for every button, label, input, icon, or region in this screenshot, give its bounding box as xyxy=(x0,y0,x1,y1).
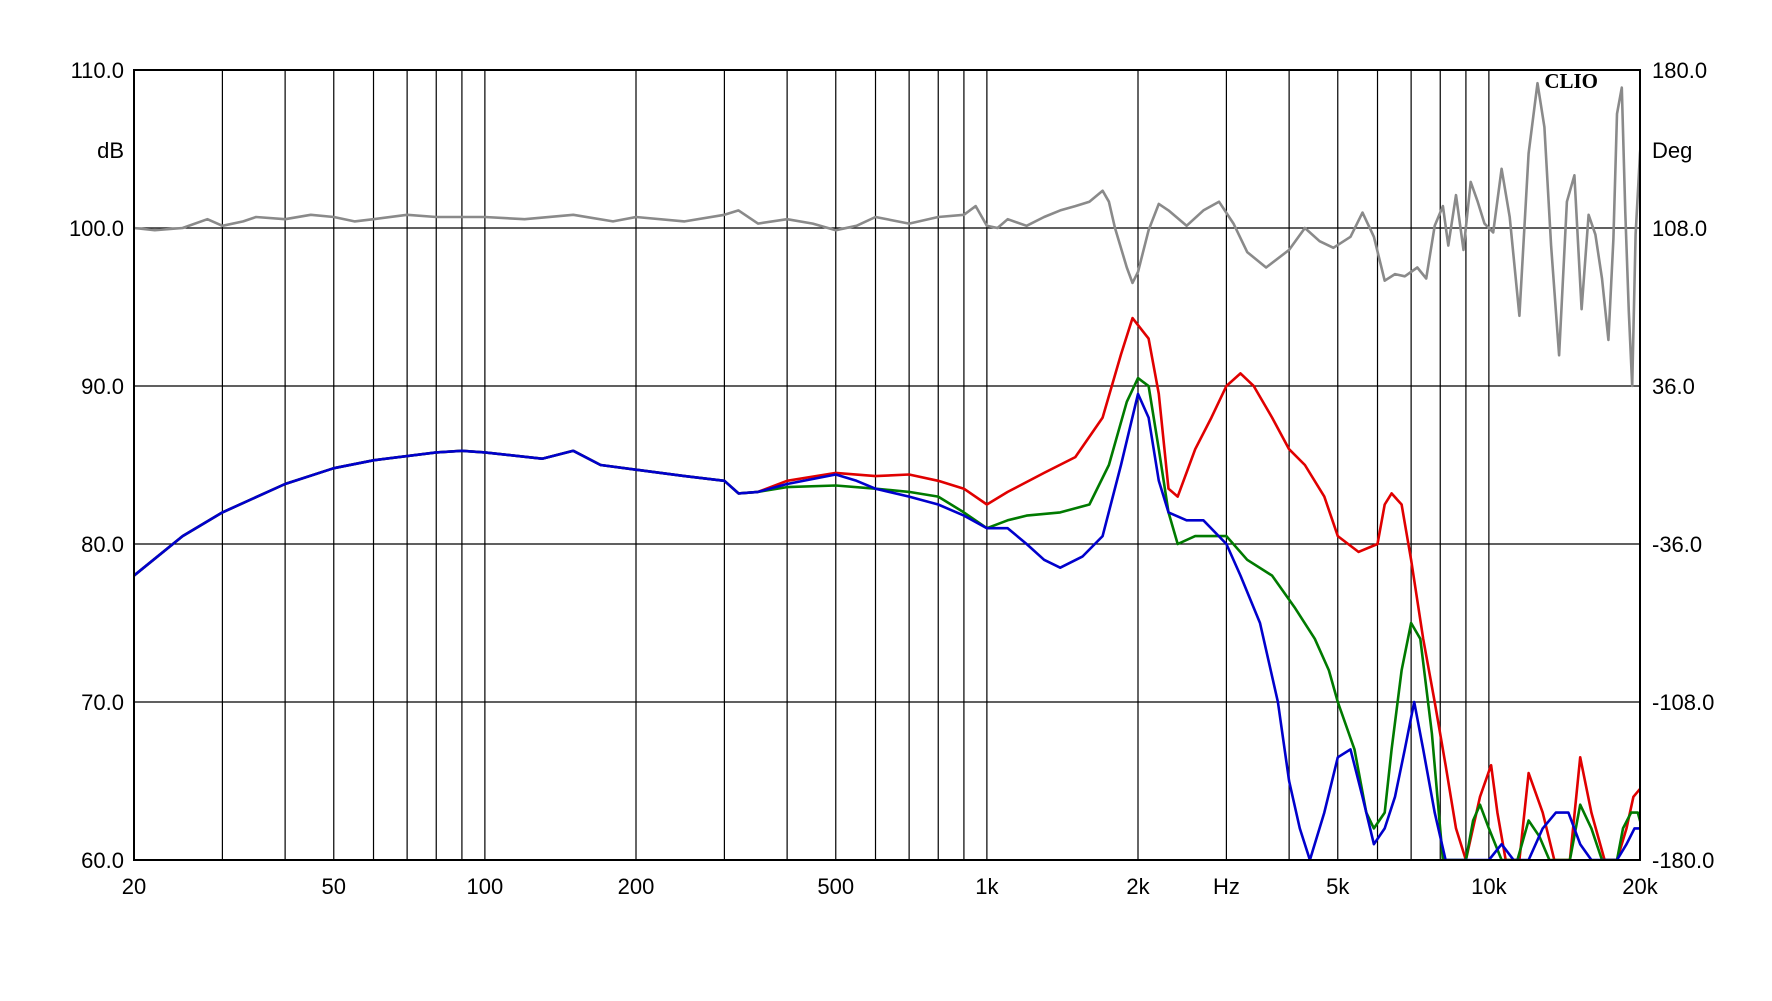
y-right-tick-label: -108.0 xyxy=(1652,690,1714,715)
x-tick-label: 200 xyxy=(618,874,655,899)
axis-labels: 110.0 100.0 90.0 80.0 70.0 60.0 dB 180.0 108.0 36… xyxy=(69,58,1714,899)
x-tick-label: 500 xyxy=(817,874,854,899)
y-left-tick-label: 60.0 xyxy=(81,848,124,873)
grid xyxy=(133,69,1641,861)
series-line-1 xyxy=(134,81,1640,388)
y-right-tick-label: -180.0 xyxy=(1652,848,1714,873)
brand-logo-text: CLIO xyxy=(1544,69,1598,93)
x-tick-label: 2k xyxy=(1126,874,1150,899)
y-left-tick-label: 80.0 xyxy=(81,532,124,557)
y-right-tick-label: -36.0 xyxy=(1652,532,1702,557)
y-left-tick-label: 90.0 xyxy=(81,374,124,399)
x-tick-label: 50 xyxy=(322,874,346,899)
x-tick-label: 100 xyxy=(467,874,504,899)
y-right-tick-label: 108.0 xyxy=(1652,216,1707,241)
y-left-unit-label: dB xyxy=(97,138,124,163)
y-left-tick-label: 70.0 xyxy=(81,690,124,715)
plot-frame xyxy=(133,69,1641,861)
x-tick-label: 20k xyxy=(1622,874,1658,899)
y-right-tick-label: 36.0 xyxy=(1652,374,1695,399)
y-right-tick-label: 180.0 xyxy=(1652,58,1707,83)
x-tick-label: 1k xyxy=(975,874,999,899)
y-left-tick-label: 100.0 xyxy=(69,216,124,241)
x-tick-label: 5k xyxy=(1326,874,1350,899)
y-left-tick-label: 110.0 xyxy=(71,58,124,83)
x-tick-label: 20 xyxy=(122,874,146,899)
y-right-unit-label: Deg xyxy=(1652,138,1692,163)
x-unit-label: Hz xyxy=(1213,874,1240,899)
x-tick-label: 10k xyxy=(1471,874,1507,899)
